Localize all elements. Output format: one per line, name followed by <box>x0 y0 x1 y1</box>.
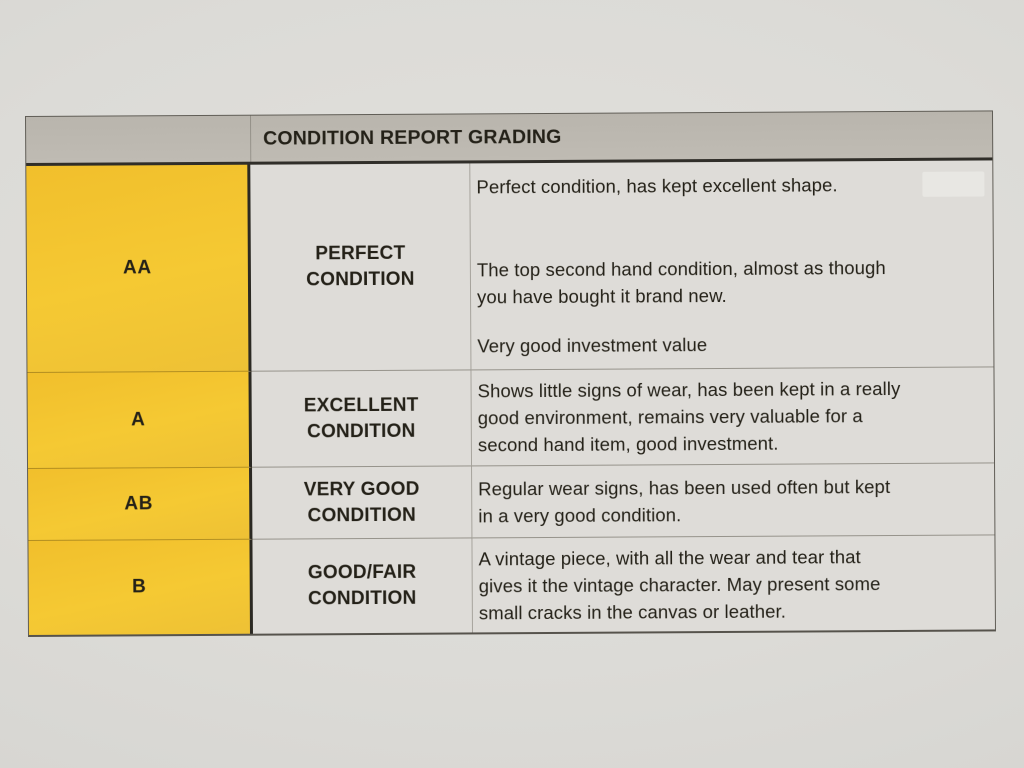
grade-label: A <box>131 408 146 430</box>
condition-cell: EXCELLENT CONDITION <box>251 370 473 468</box>
condition-cell: PERFECT CONDITION <box>250 163 472 372</box>
description-cell: Shows little signs of wear, has been kep… <box>471 367 995 467</box>
grade-label: AB <box>124 492 154 514</box>
condition-label: EXCELLENT CONDITION <box>303 394 419 442</box>
condition-grading-table: CONDITION REPORT GRADING AA PERFECT COND… <box>25 110 996 637</box>
whiteout-patch <box>922 171 985 197</box>
grade-cell: B <box>28 539 253 635</box>
description-paragraph: Perfect condition, has kept excellent sh… <box>476 174 838 198</box>
grade-cell: AB <box>28 467 253 541</box>
description-paragraph: The top second hand condition, almost as… <box>476 257 886 308</box>
condition-cell: VERY GOOD CONDITION <box>252 466 473 540</box>
description-paragraph: A vintage piece, with all the wear and t… <box>478 545 881 623</box>
grade-row-ab: AB VERY GOOD CONDITION Regular wear sign… <box>28 463 995 541</box>
table-title: CONDITION REPORT GRADING <box>263 125 562 150</box>
description-paragraph: Very good investment value <box>477 334 708 357</box>
table-header: CONDITION REPORT GRADING <box>26 111 993 166</box>
grade-row-b: B GOOD/FAIR CONDITION A vintage piece, w… <box>28 535 995 635</box>
condition-label: VERY GOOD CONDITION <box>303 478 420 526</box>
description-paragraph: Regular wear signs, has been used often … <box>478 475 891 526</box>
grade-label: AA <box>122 257 152 279</box>
grade-row-a: A EXCELLENT CONDITION Shows little signs… <box>27 367 995 469</box>
description-cell: Perfect condition, has kept excellent sh… <box>470 160 994 371</box>
condition-label: GOOD/FAIR CONDITION <box>307 561 417 610</box>
condition-label: PERFECT CONDITION <box>306 242 415 291</box>
description-cell: Regular wear signs, has been used often … <box>472 463 995 539</box>
description-paragraph: Shows little signs of wear, has been kep… <box>477 377 901 456</box>
grade-cell: AA <box>26 164 252 373</box>
description-cell: A vintage piece, with all the wear and t… <box>472 535 995 632</box>
grade-label: B <box>131 576 147 598</box>
condition-cell: GOOD/FAIR CONDITION <box>252 538 473 634</box>
grade-row-aa: AA PERFECT CONDITION Perfect condition, … <box>26 160 994 373</box>
grade-cell: A <box>27 371 253 469</box>
